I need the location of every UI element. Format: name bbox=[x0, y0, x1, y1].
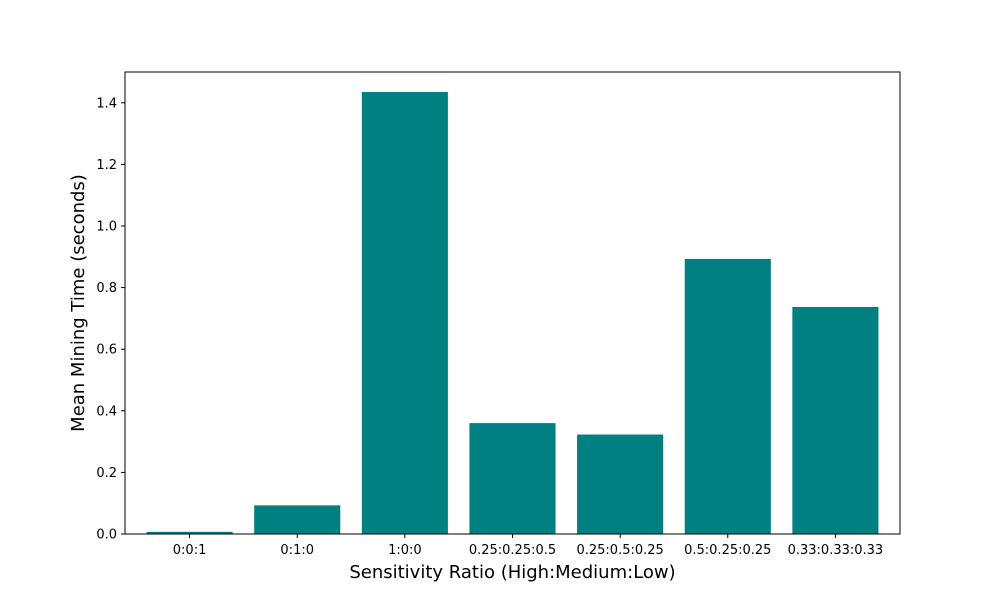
x-tick-label: 0.25:0.5:0.25 bbox=[576, 543, 663, 558]
bar bbox=[684, 258, 771, 534]
y-tick-label: 1.0 bbox=[96, 220, 117, 235]
bar bbox=[146, 531, 233, 534]
y-tick-label: 0.0 bbox=[96, 528, 117, 543]
x-tick-label: 1:0:0 bbox=[388, 543, 422, 558]
bar bbox=[792, 307, 879, 534]
y-tick-label: 0.4 bbox=[96, 404, 117, 419]
y-tick-label: 0.8 bbox=[96, 281, 117, 296]
y-axis-ticks: 0.0 0.2 0.4 0.6 0.8 1.0 1.2 1.4 bbox=[96, 96, 125, 543]
x-tick-label: 0:1:0 bbox=[280, 543, 314, 558]
y-tick-label: 0.2 bbox=[96, 466, 117, 481]
y-axis-title: Mean Mining Time (seconds) bbox=[68, 174, 89, 432]
x-tick-label: 0.25:0.25:0.5 bbox=[469, 543, 556, 558]
x-tick-label: 0.5:0.25:0.25 bbox=[684, 543, 771, 558]
bar bbox=[361, 92, 448, 535]
x-tick-label: 0:0:1 bbox=[173, 543, 207, 558]
y-tick-label: 0.6 bbox=[96, 343, 117, 358]
bar bbox=[469, 423, 556, 534]
plot-frame bbox=[124, 71, 901, 535]
y-tick-label: 1.2 bbox=[96, 158, 117, 173]
x-axis-title: Sensitivity Ratio (High:Medium:Low) bbox=[349, 562, 675, 583]
x-axis-ticks: 0:0:1 0:1:0 1:0:0 0.25:0.25:0.5 0.25:0.5:0.2… bbox=[173, 534, 883, 558]
x-tick-label: 0.33:0.33:0.33 bbox=[788, 543, 884, 558]
y-tick-label: 1.4 bbox=[96, 96, 117, 111]
bars-group bbox=[146, 92, 879, 535]
bar bbox=[577, 434, 664, 534]
bar bbox=[254, 505, 341, 534]
